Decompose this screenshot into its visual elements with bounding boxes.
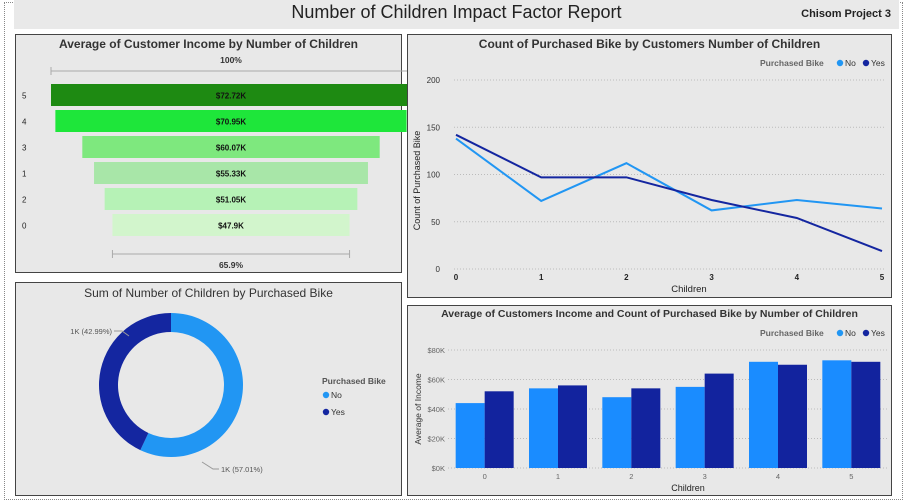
donut-leader-no — [201, 461, 219, 470]
line-legend-title: Purchased Bike — [760, 58, 824, 68]
bar-yes — [778, 364, 807, 468]
funnel-title: Average of Customer Income by Number of … — [59, 37, 358, 51]
bar-no — [822, 360, 852, 468]
bar-no — [455, 403, 485, 468]
bar-legend-no-swatch — [836, 329, 844, 337]
line-chart[interactable]: Purchased Bike No Yes 200 150 100 50 0 0 1 2 3 4 5 Chi… — [408, 35, 893, 299]
bar-x-tick: 3 — [703, 472, 707, 481]
bar-y-tick: $80K — [427, 346, 445, 355]
bar-yes — [631, 388, 661, 468]
funnel-category-label: 5 — [22, 92, 27, 101]
funnel-category-label: 4 — [22, 118, 27, 127]
bar-y-tick: $20K — [427, 435, 445, 444]
line-x-tick: 0 — [454, 273, 459, 282]
donut-label-no: 1K (57.01%) — [221, 465, 263, 474]
bar-legend-yes-swatch — [862, 329, 870, 337]
funnel-category-label: 2 — [22, 196, 27, 205]
bar-legend-yes: Yes — [871, 328, 885, 338]
bar-yes — [484, 391, 514, 468]
bar-no — [529, 388, 558, 468]
funnel-bar — [104, 188, 358, 210]
donut-legend-no-swatch — [322, 391, 330, 399]
funnel-bar — [112, 214, 350, 236]
line-x-tick: 4 — [795, 273, 800, 282]
bar-no — [749, 361, 778, 468]
bar-y-label: Average of Income — [413, 373, 423, 444]
line-series-yes — [455, 133, 883, 252]
line-legend-yes: Yes — [871, 58, 885, 68]
funnel-value-label: $51.05K — [216, 196, 246, 205]
line-y-tick: 150 — [427, 123, 441, 132]
donut-legend-yes: Yes — [331, 407, 345, 417]
bar-x-label: Children — [671, 483, 705, 493]
donut-legend-no: No — [331, 390, 342, 400]
funnel-value-label: $70.95K — [216, 118, 246, 127]
line-y-tick: 200 — [427, 76, 441, 85]
bar-y-tick: $0K — [432, 464, 445, 473]
bar-yes — [704, 373, 734, 468]
funnel-bar — [55, 110, 407, 132]
line-x-tick: 5 — [880, 273, 885, 282]
bar-legend-title: Purchased Bike — [760, 328, 824, 338]
donut-leader-yes — [114, 330, 130, 337]
funnel-top-pct: 100% — [220, 55, 242, 65]
line-y-label: Count of Purchased Bike — [412, 131, 422, 231]
funnel-panel[interactable]: Average of Customer Income by Number of … — [15, 34, 412, 274]
bar-x-tick: 0 — [483, 472, 487, 481]
line-series-no — [455, 137, 883, 212]
line-y-tick: 50 — [431, 218, 440, 227]
bar-no — [675, 386, 705, 468]
line-title: Count of Purchased Bike by Customers Num… — [478, 37, 821, 51]
report-title: Number of Children Impact Factor Report — [291, 2, 622, 22]
funnel-bar — [94, 162, 368, 184]
bar-yes — [558, 385, 587, 468]
donut-title: Sum of Number of Children by Purchased B… — [84, 286, 333, 300]
donut-legend-yes-swatch — [322, 408, 330, 416]
line-panel[interactable]: Count of Purchased Bike by Customers Num… — [407, 34, 892, 298]
bar-chart[interactable]: Purchased Bike No Yes $80K $60K $40K $20K $0K 0 1… — [408, 306, 893, 497]
line-legend-no-swatch — [836, 59, 844, 67]
donut-panel[interactable]: Sum of Number of Children by Purchased B… — [15, 282, 402, 496]
funnel-value-label: $55.33K — [216, 170, 246, 179]
funnel-value-label: $60.07K — [216, 144, 246, 153]
funnel-category-label: 0 — [22, 222, 27, 231]
bar-panel[interactable]: Average of Customers Income and Count of… — [407, 305, 892, 496]
bar-x-tick: 4 — [776, 472, 780, 481]
funnel-value-label: $47.9K — [218, 222, 244, 231]
line-x-tick: 3 — [709, 273, 714, 282]
funnel-bar — [82, 136, 380, 158]
donut-slice-yes — [98, 313, 171, 451]
line-x-tick: 2 — [624, 273, 629, 282]
bar-title: Average of Customers Income and Count of… — [441, 308, 858, 320]
bar-yes — [851, 361, 881, 468]
line-x-tick: 1 — [539, 273, 544, 282]
bar-legend-no: No — [845, 328, 856, 338]
funnel-value-label: $72.72K — [216, 92, 246, 101]
bar-x-tick: 2 — [629, 472, 633, 481]
funnel-category-label: 3 — [22, 144, 27, 153]
project-label: Chisom Project 3 — [801, 8, 891, 20]
donut-chart[interactable]: 1K (57.01%) 1K (42.99%) Purchased Bike No Ye… — [16, 283, 403, 497]
donut-slice-no — [140, 313, 243, 457]
line-legend-no: No — [845, 58, 856, 68]
bar-y-tick: $40K — [427, 405, 445, 414]
donut-legend-title: Purchased Bike — [322, 376, 386, 386]
line-x-label: Children — [671, 284, 706, 295]
line-y-tick: 100 — [427, 171, 441, 180]
title-bar: Number of Children Impact Factor Report … — [14, 0, 899, 29]
bar-x-tick: 1 — [556, 472, 560, 481]
donut-label-yes: 1K (42.99%) — [70, 327, 112, 336]
line-legend-yes-swatch — [862, 59, 870, 67]
funnel-bar — [51, 84, 411, 106]
bar-no — [602, 397, 632, 468]
funnel-category-label: 1 — [22, 170, 27, 179]
bar-x-tick: 5 — [849, 472, 853, 481]
funnel-chart[interactable]: 100% $72.72K 5 $70.95K 4 $60.07K 3 $55.33K 1 $51.… — [16, 35, 412, 274]
bar-y-tick: $60K — [427, 376, 445, 385]
funnel-bottom-pct: 65.9% — [219, 260, 244, 270]
line-y-tick: 0 — [436, 265, 441, 274]
